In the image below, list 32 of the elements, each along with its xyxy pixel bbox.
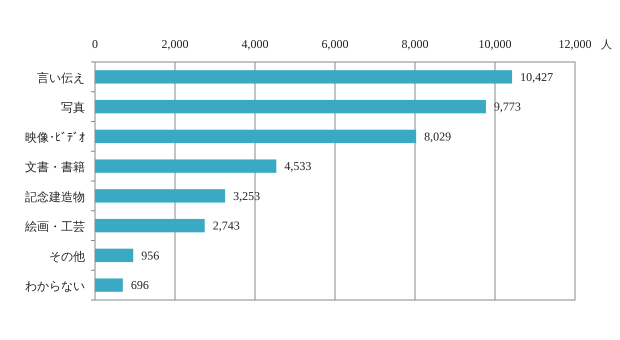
x-tick-label: 2,000 (162, 37, 188, 51)
y-tick-label: 絵画・工芸 (24, 220, 85, 234)
data-label: 10,427 (520, 70, 554, 84)
y-tick-label: わからない (25, 279, 85, 294)
bar (95, 218, 205, 232)
bar (95, 189, 226, 203)
data-label: 9,773 (494, 100, 521, 114)
x-tick-label: 0 (92, 37, 98, 51)
x-tick-label: 6,000 (322, 37, 348, 51)
data-label: 696 (130, 278, 149, 292)
y-tick-label: その他 (49, 249, 85, 264)
y-tick-label: 言い伝え (37, 70, 85, 85)
y-tick-label: 文書・書籍 (25, 160, 85, 174)
data-label: 3,253 (233, 188, 260, 203)
x-tick-label: 8,000 (402, 37, 428, 51)
data-label: 2,743 (212, 218, 240, 233)
y-tick-label: 写真 (61, 100, 85, 115)
bar (95, 278, 123, 292)
data-label: 956 (141, 248, 160, 262)
y-tick-label: 記念建造物 (25, 190, 85, 204)
bar (95, 159, 276, 173)
bar (95, 100, 486, 114)
x-tick-label: 12,000 (558, 37, 592, 51)
x-axis-title: 人 (601, 38, 612, 51)
data-label: 4,533 (284, 159, 312, 174)
y-tick-label: 映像･ﾋﾞﾃﾞｵ (25, 130, 85, 144)
x-tick-label: 10,000 (478, 37, 512, 51)
x-tick-label: 4,000 (242, 37, 268, 51)
bar (95, 130, 416, 144)
bar (95, 248, 134, 262)
bar (95, 70, 512, 84)
data-label: 8,029 (424, 129, 452, 144)
